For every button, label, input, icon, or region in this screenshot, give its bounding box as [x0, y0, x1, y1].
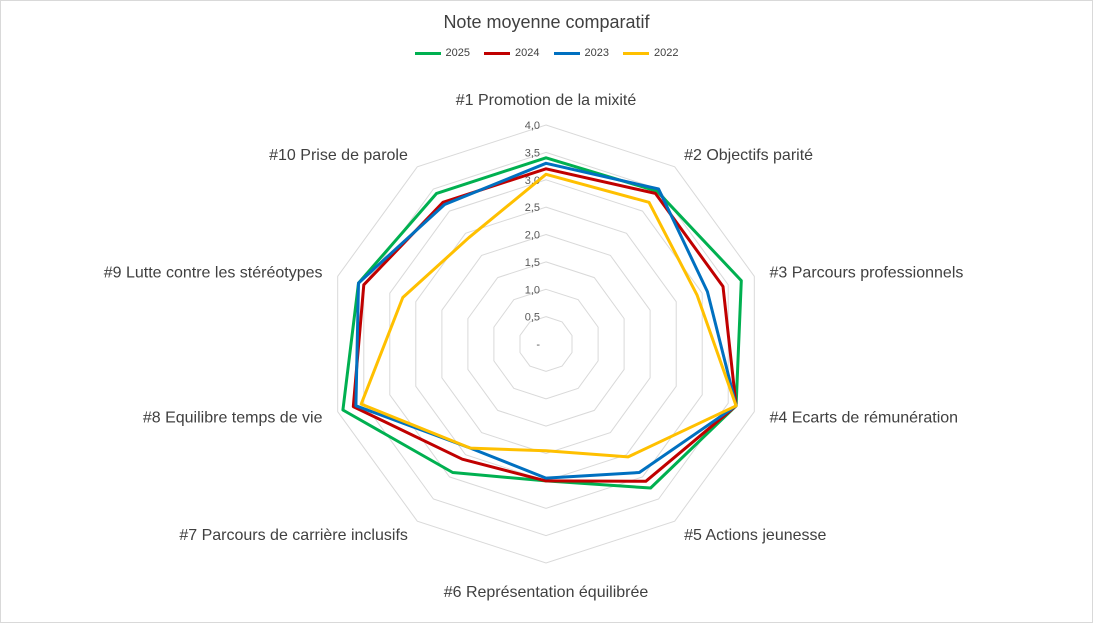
legend: 2025 2024 2023 2022	[1, 47, 1092, 59]
legend-label-2022: 2022	[653, 47, 679, 59]
category-label-9: #9 Lutte contre les stéréotypes	[104, 264, 323, 281]
series-layer	[341, 156, 743, 490]
grid-ring-3	[467, 261, 625, 427]
grid-ring-8	[337, 124, 755, 564]
legend-item-2025: 2025	[414, 47, 471, 59]
legend-item-2024: 2024	[484, 47, 540, 59]
tick-label: 4,0	[525, 120, 540, 132]
legend-swatch-2025	[414, 51, 441, 55]
tick-layer: -0,51,01,52,02,53,03,54,0	[525, 120, 541, 351]
grid-layer	[337, 124, 755, 564]
category-label-3: #3 Parcours professionnels	[770, 264, 964, 281]
grid-ring-7	[363, 151, 729, 537]
series-line-2022	[359, 172, 738, 459]
category-label-2: #2 Objectifs parité	[684, 147, 813, 164]
legend-label-2025: 2025	[445, 47, 471, 59]
legend-label-2024: 2024	[515, 47, 540, 59]
grid-ring-2	[493, 288, 599, 400]
grid-ring-5	[415, 206, 677, 482]
tick-label: 0,5	[525, 312, 540, 324]
series-line-2023	[354, 161, 738, 480]
series-line-2024	[351, 167, 738, 483]
category-label-6: #6 Représentation équilibrée	[444, 584, 649, 601]
legend-item-2022: 2022	[622, 47, 679, 59]
legend-item-2023: 2023	[553, 47, 609, 59]
tick-label: -	[536, 339, 540, 351]
chart-title: Note moyenne comparatif	[443, 12, 650, 32]
category-label-1: #1 Promotion de la mixité	[456, 92, 637, 109]
category-label-layer: #1 Promotion de la mixité #2 Objectifs pa…	[104, 92, 964, 601]
tick-label: 2,5	[525, 202, 540, 214]
tick-label: 1,0	[525, 284, 540, 296]
category-label-7: #7 Parcours de carrière inclusifs	[179, 527, 408, 544]
tick-label: 2,0	[525, 230, 540, 242]
tick-label: 3,5	[525, 147, 540, 159]
series-line-2025	[341, 156, 743, 490]
tick-label: 1,5	[525, 257, 540, 269]
legend-swatch-2024	[484, 51, 511, 55]
category-label-8: #8 Equilibre temps de vie	[143, 410, 323, 427]
category-label-5: #5 Actions jeunesse	[684, 527, 826, 544]
category-label-10: #10 Prise de parole	[269, 147, 408, 164]
grid-ring-6	[389, 179, 703, 509]
legend-swatch-2022	[622, 51, 649, 55]
legend-swatch-2023	[553, 51, 580, 55]
grid-ring-1	[519, 316, 573, 372]
category-label-4: #4 Ecarts de rémunération	[770, 410, 959, 427]
legend-label-2023: 2023	[584, 47, 609, 59]
grid-ring-4	[441, 233, 651, 455]
